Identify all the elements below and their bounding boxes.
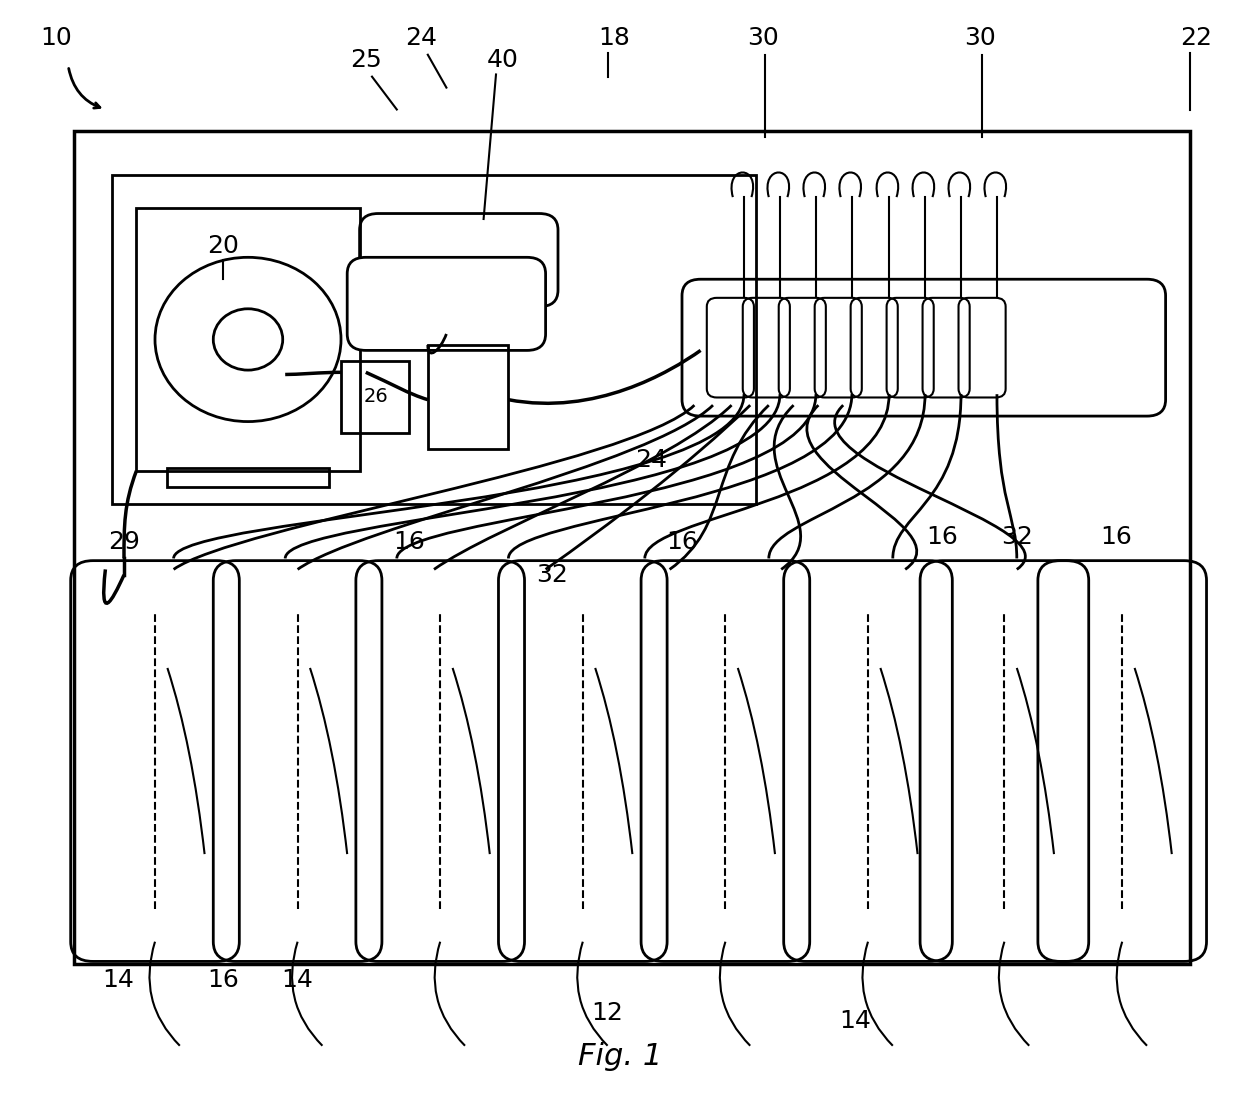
Text: 20: 20 bbox=[207, 234, 239, 258]
Text: 12: 12 bbox=[591, 1001, 624, 1025]
Text: 24: 24 bbox=[635, 448, 667, 472]
Text: 32: 32 bbox=[1001, 525, 1033, 549]
Text: 18: 18 bbox=[598, 26, 630, 50]
Text: 14: 14 bbox=[281, 968, 314, 992]
Text: 16: 16 bbox=[207, 968, 239, 992]
FancyBboxPatch shape bbox=[347, 257, 546, 350]
Text: 30: 30 bbox=[746, 26, 779, 50]
Bar bbox=[112, 175, 756, 504]
Text: 30: 30 bbox=[963, 26, 996, 50]
Text: 16: 16 bbox=[926, 525, 959, 549]
Bar bbox=[428, 345, 508, 449]
Text: 16: 16 bbox=[1100, 525, 1132, 549]
Text: 14: 14 bbox=[102, 968, 134, 992]
Bar bbox=[341, 361, 409, 433]
Text: 16: 16 bbox=[666, 530, 698, 554]
Text: Fig. 1: Fig. 1 bbox=[578, 1042, 662, 1071]
Text: 29: 29 bbox=[108, 530, 140, 554]
Bar bbox=[167, 468, 329, 487]
Bar bbox=[136, 208, 360, 471]
Text: 16: 16 bbox=[393, 530, 425, 554]
Text: 10: 10 bbox=[40, 26, 72, 50]
Text: 24: 24 bbox=[405, 26, 438, 50]
Text: 22: 22 bbox=[1180, 26, 1213, 50]
Text: 14: 14 bbox=[839, 1008, 872, 1033]
Text: 40: 40 bbox=[486, 48, 518, 72]
Text: 32: 32 bbox=[536, 563, 568, 587]
Text: 26: 26 bbox=[363, 387, 388, 406]
Bar bbox=[74, 131, 1190, 964]
Text: 25: 25 bbox=[350, 48, 382, 72]
